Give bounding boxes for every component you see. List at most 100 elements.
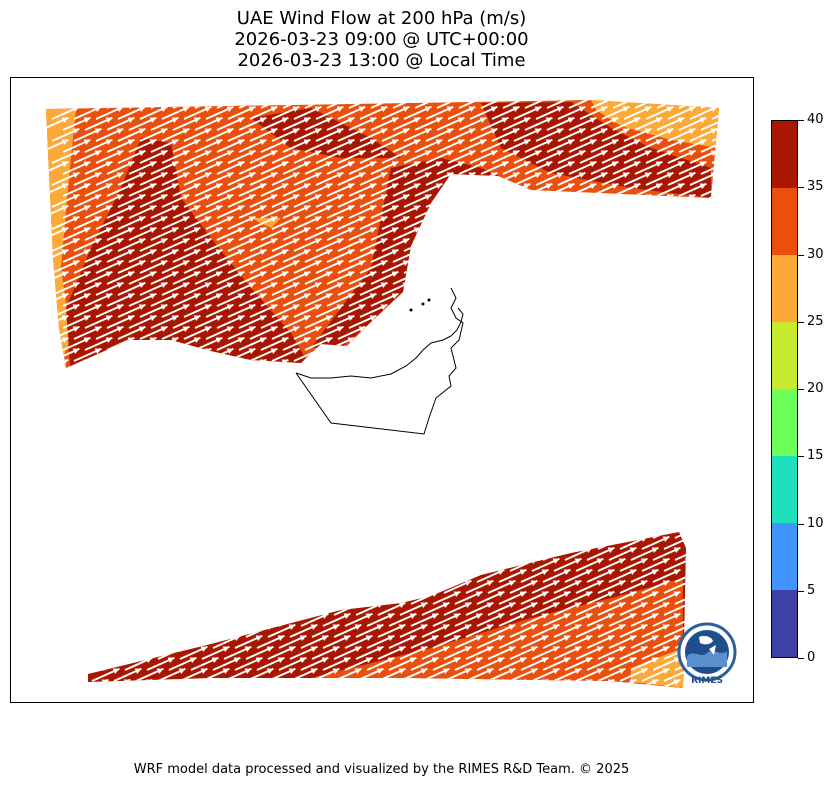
wind-arrow-head	[508, 602, 516, 608]
wind-arrow-head	[722, 183, 729, 188]
wind-arrow-head	[607, 679, 615, 685]
wind-arrow-head	[72, 348, 80, 354]
wind-arrow-head	[391, 315, 399, 321]
wind-arrow-head	[464, 536, 472, 542]
wind-arrow-head	[501, 293, 509, 299]
wind-arrow	[278, 532, 307, 539]
wind-arrow	[300, 546, 329, 561]
wind-arrow-head	[710, 194, 718, 200]
wind-arrow-head	[398, 580, 406, 586]
wind-arrow-head	[61, 100, 69, 101]
wind-arrow-head	[479, 205, 487, 211]
wind-arrow-head	[611, 161, 619, 167]
wind-arrow-head	[314, 194, 322, 200]
wind-arrow-head	[534, 260, 542, 266]
wind-arrow-head	[72, 216, 80, 222]
wind-arrow	[322, 678, 351, 688]
wind-arrow-head	[112, 602, 120, 608]
wind-arrow-head	[354, 558, 362, 564]
wind-arrow-head	[237, 293, 245, 299]
wind-arrow-head	[259, 337, 267, 343]
wind-arrow-head	[325, 249, 333, 255]
wind-arrow-head	[501, 249, 509, 255]
wind-arrow-head	[310, 580, 318, 586]
wind-arrow	[425, 237, 454, 252]
wind-arrow-head	[156, 536, 164, 542]
wind-arrow-head	[600, 282, 608, 288]
wind-arrow-head	[479, 183, 487, 189]
wind-arrow-head	[343, 679, 351, 685]
wind-arrow-head	[699, 183, 707, 189]
wind-arrow-head	[347, 359, 355, 365]
wind-arrow	[146, 590, 175, 605]
wind-arrow-head	[244, 580, 252, 586]
wind-arrow-head	[596, 536, 604, 542]
wind-arrow-head	[545, 293, 553, 299]
wind-arrow	[403, 303, 432, 318]
wind-arrow-head	[83, 249, 91, 255]
wind-arrow	[179, 623, 208, 638]
wind-arrow-head	[520, 525, 527, 530]
wind-arrow	[322, 590, 351, 605]
chart-title: UAE Wind Flow at 200 hPa (m/s) 2026-03-2…	[10, 8, 753, 71]
map-panel	[10, 77, 754, 703]
wind-arrow-head	[696, 547, 703, 552]
wind-arrow-head	[182, 194, 190, 200]
wind-arrow-head	[596, 602, 604, 608]
wind-arrow-head	[321, 613, 329, 619]
wind-arrow-head	[468, 326, 476, 332]
wind-arrow-head	[413, 161, 421, 167]
wind-arrow-head	[127, 227, 135, 233]
wind-arrow	[183, 347, 212, 362]
wind-arrow	[612, 292, 641, 307]
wind-arrow-head	[299, 547, 307, 553]
wind-arrow	[476, 532, 505, 539]
wind-arrow	[524, 248, 553, 263]
wind-arrow-head	[299, 635, 307, 641]
wind-arrow-head	[255, 613, 263, 619]
wind-arrow-head	[215, 205, 223, 211]
wind-arrow	[678, 292, 707, 307]
wind-arrow	[623, 237, 652, 252]
wind-arrow-head	[343, 613, 351, 619]
wind-arrow	[601, 303, 630, 318]
wind-arrow-head	[556, 238, 564, 244]
wind-arrow	[267, 557, 296, 572]
wind-arrow-head	[105, 161, 113, 167]
wind-arrow-head	[83, 139, 91, 145]
wind-arrow-head	[358, 326, 366, 332]
wind-arrow-head	[116, 128, 124, 134]
wind-arrow	[557, 193, 586, 208]
wind-arrow	[322, 568, 351, 583]
wind-arrow-head	[409, 613, 417, 619]
wind-arrow-head	[563, 569, 571, 575]
wind-arrow-head	[596, 580, 604, 586]
wind-arrow-head	[523, 139, 531, 145]
wind-arrow-head	[211, 657, 219, 663]
wind-arrow-head	[281, 293, 289, 299]
wind-arrow-head	[380, 282, 388, 288]
wind-arrow-head	[651, 635, 659, 641]
wind-arrow	[535, 325, 564, 340]
wind-arrow	[157, 535, 186, 550]
wind-arrow-head	[677, 205, 685, 211]
wind-arrow-head	[468, 172, 476, 178]
wind-arrow-head	[248, 106, 256, 112]
wind-arrow-head	[321, 657, 329, 663]
wind-arrow-head	[677, 271, 685, 277]
wind-arrow-head	[365, 547, 373, 553]
wind-arrow-head	[61, 293, 69, 299]
wind-arrow-head	[398, 624, 406, 630]
wind-arrow	[234, 568, 263, 583]
wind-arrow	[546, 292, 575, 307]
wind-arrow-head	[420, 624, 428, 630]
wind-arrow	[723, 96, 750, 108]
wind-arrow-head	[237, 249, 245, 255]
wind-arrow-head	[277, 591, 285, 597]
wind-arrow	[168, 590, 197, 605]
wind-arrow	[146, 546, 175, 561]
wind-arrow-head	[256, 525, 263, 530]
wind-arrow-head	[248, 128, 256, 134]
wind-arrow-head	[501, 271, 509, 277]
wind-arrow	[723, 294, 750, 306]
